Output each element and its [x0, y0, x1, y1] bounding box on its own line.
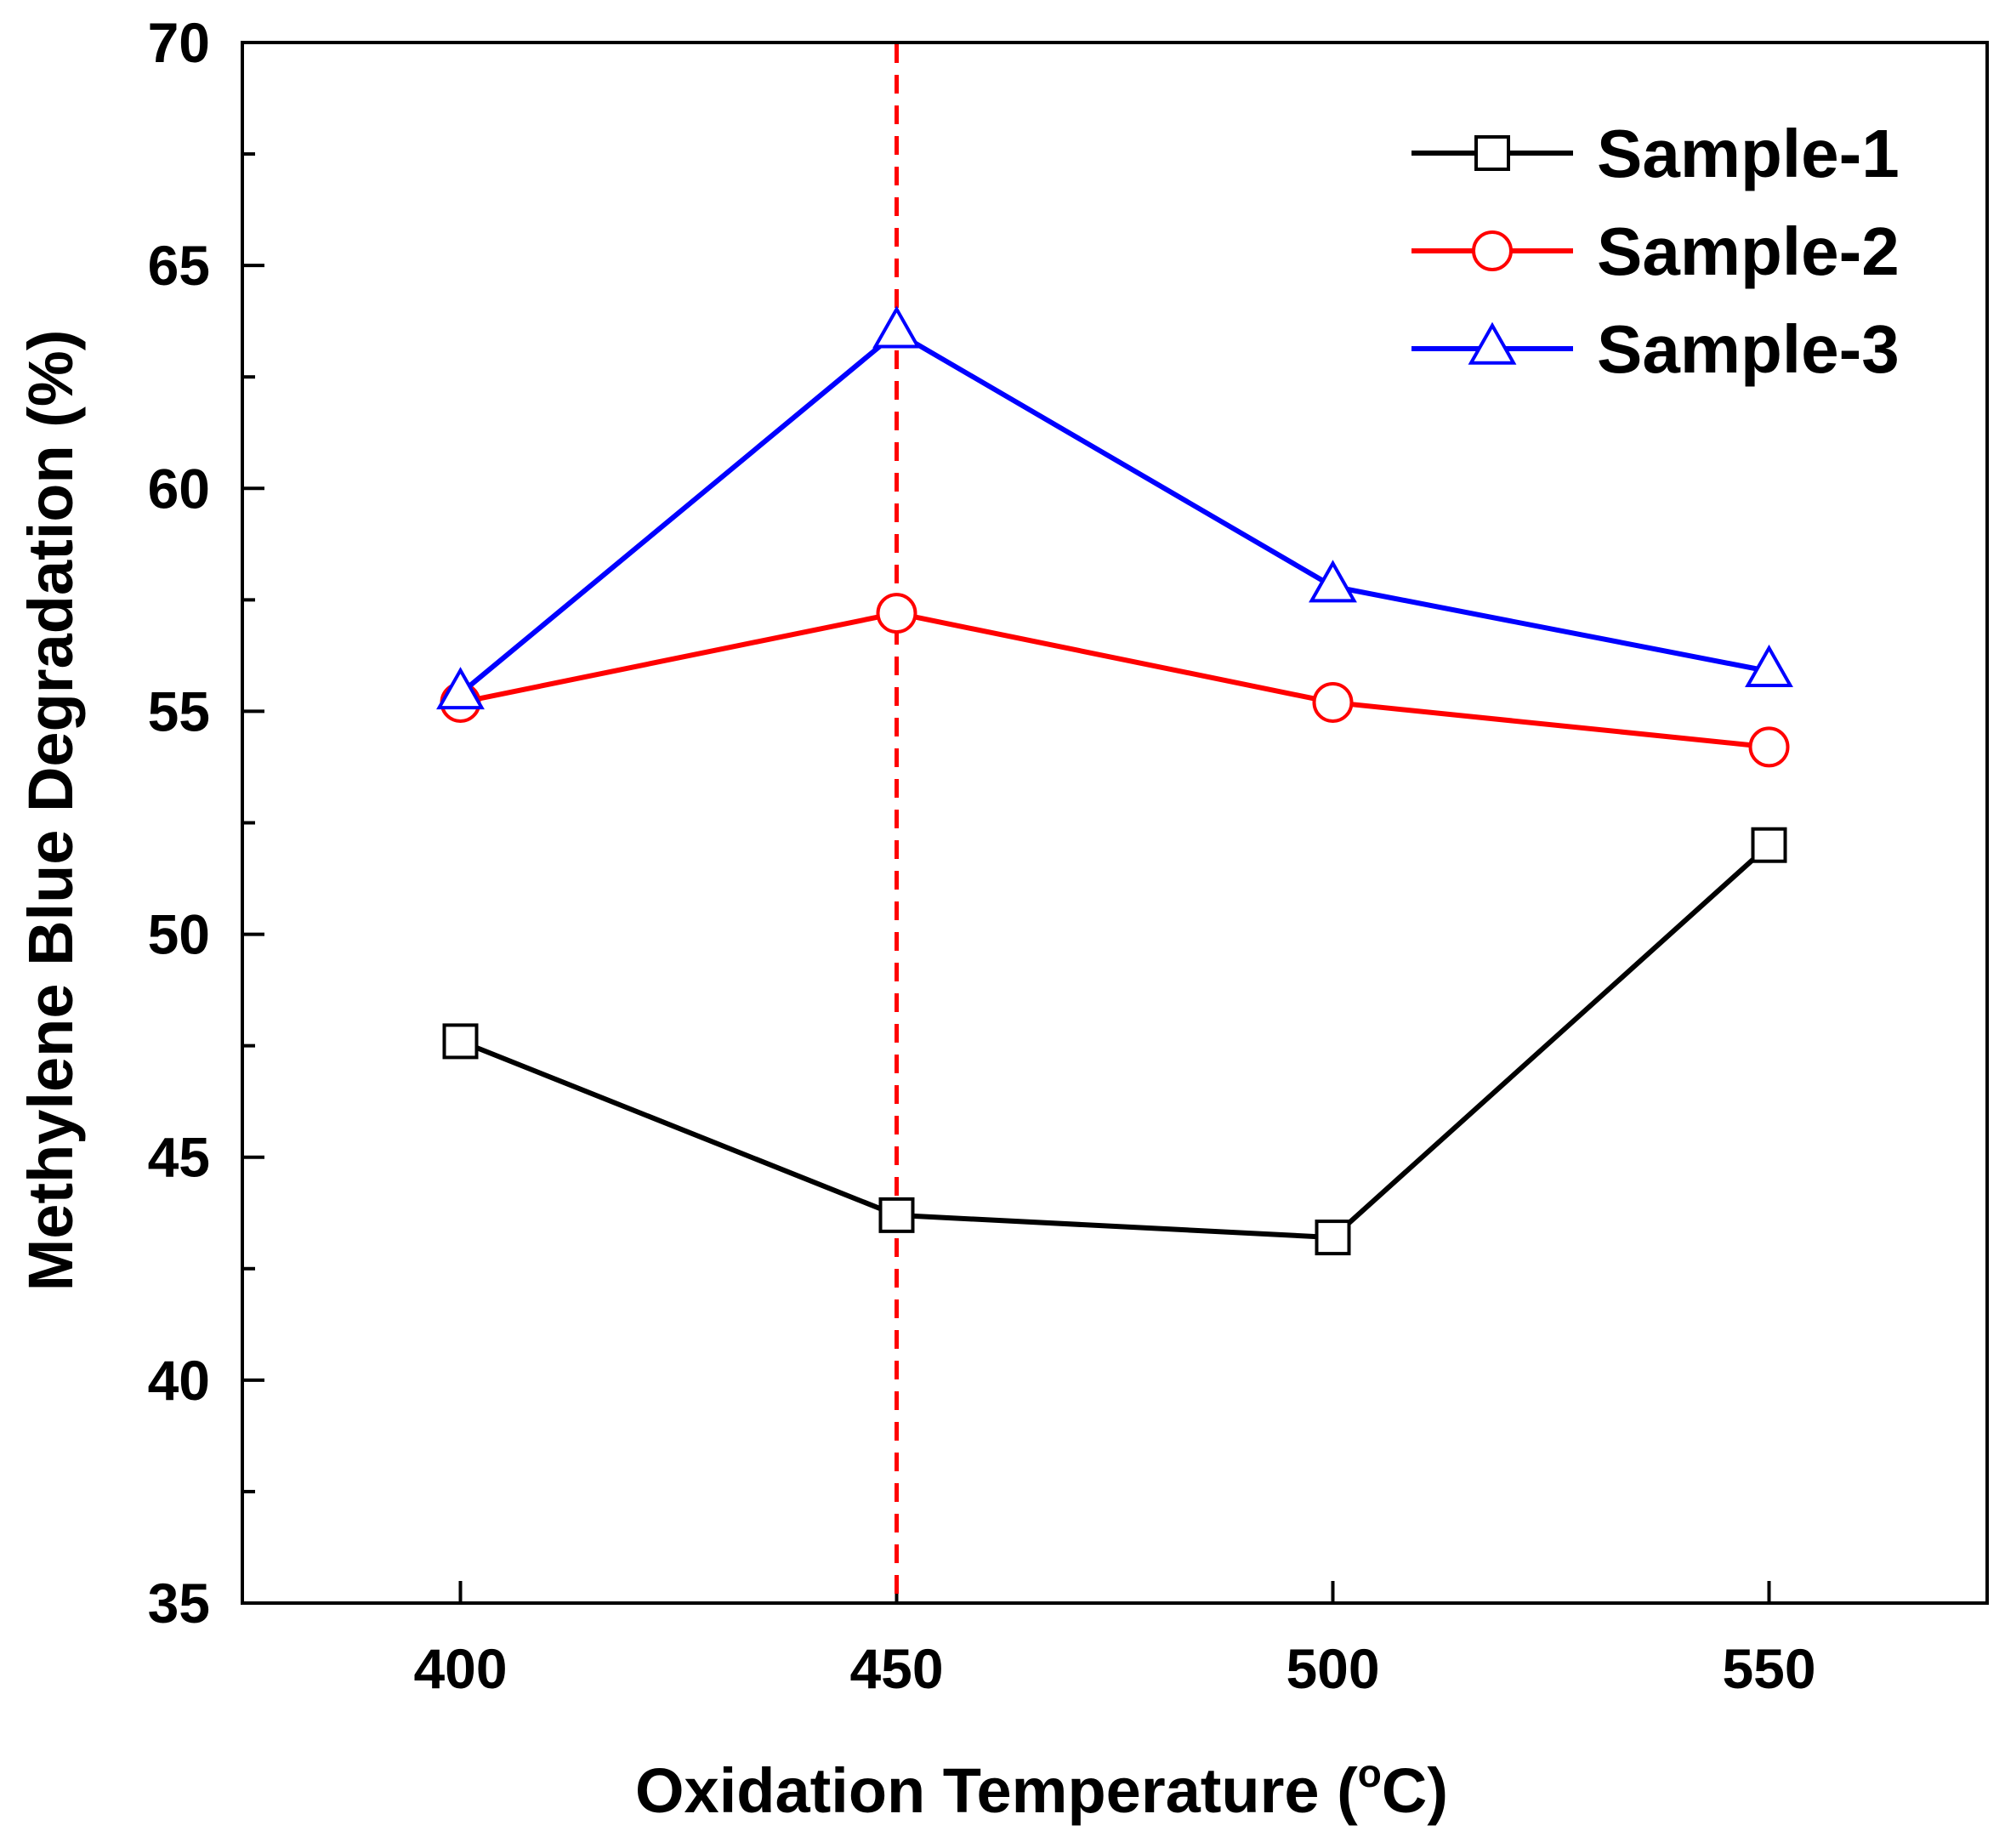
legend-label: Sample-3	[1597, 311, 1900, 387]
y-tick-label: 40	[148, 1349, 210, 1412]
series-line	[459, 611, 1769, 750]
legend-marker	[1474, 135, 1510, 171]
y-tick-label: 65	[148, 234, 210, 297]
x-tick-label: 400	[413, 1637, 507, 1700]
x-tick-label: 550	[1722, 1637, 1815, 1700]
series-1	[442, 827, 1787, 1256]
legend-label: Sample-1	[1597, 116, 1900, 191]
data-point	[1745, 644, 1793, 687]
legend-item-2: Sample-2	[1411, 213, 1900, 289]
legend-item-3: Sample-3	[1411, 311, 1900, 387]
data-point	[442, 1023, 479, 1060]
legend-label: Sample-2	[1597, 213, 1900, 289]
x-tick-label: 500	[1286, 1637, 1379, 1700]
data-point	[1312, 681, 1354, 723]
data-point	[1315, 1220, 1351, 1256]
y-tick-label: 45	[148, 1126, 210, 1189]
data-point	[872, 305, 921, 349]
y-tick-label: 50	[148, 903, 210, 966]
series-2	[440, 593, 1790, 768]
legend-marker	[1468, 321, 1517, 365]
series-layer	[436, 305, 1793, 1256]
legend: Sample-1 Sample-2 Sample-3	[1411, 116, 1900, 387]
data-point	[1309, 560, 1357, 603]
series-line	[459, 843, 1771, 1241]
y-tick-label: 55	[148, 679, 210, 742]
data-point	[1751, 827, 1787, 863]
series-3	[436, 305, 1793, 710]
data-point	[1748, 726, 1790, 768]
data-point	[436, 667, 485, 710]
data-point	[876, 593, 917, 634]
x-axis-title: Oxidation Temperature (oC)	[635, 1751, 1448, 1826]
x-tick-label: 450	[849, 1637, 943, 1700]
plot-area: 35 40 45 50 55 60 65 70 400 450 500 550	[148, 11, 1989, 1700]
y-axis-title: Methylene Blue Degradation (%)	[15, 330, 86, 1292]
degree-symbol: o	[1358, 1751, 1382, 1795]
legend-item-1: Sample-1	[1411, 116, 1900, 191]
y-tick-label: 35	[148, 1572, 210, 1635]
series-line	[458, 329, 1770, 696]
y-tick-label: 70	[148, 11, 210, 74]
y-tick-label: 60	[148, 457, 210, 520]
legend-marker	[1472, 230, 1513, 271]
data-point	[878, 1197, 915, 1233]
